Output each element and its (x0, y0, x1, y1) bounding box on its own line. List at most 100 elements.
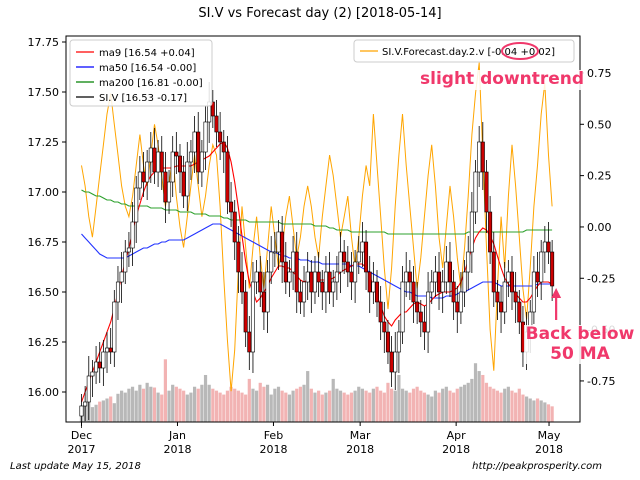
candle-body (531, 271, 536, 313)
volume-bar (298, 386, 302, 422)
volume-bar (287, 394, 292, 422)
candle-body (499, 301, 504, 313)
candle-body (400, 281, 405, 333)
candle-body (229, 201, 234, 213)
volume-bar (335, 388, 339, 422)
volume-bar (338, 390, 343, 422)
candle-body (240, 271, 245, 293)
volume-bar (112, 403, 116, 422)
candle-body (517, 301, 522, 323)
volume-bar (123, 392, 127, 422)
volume-bar (317, 390, 321, 422)
volume-bar (331, 378, 335, 422)
candle-body (418, 311, 423, 323)
volume-bar (284, 392, 288, 422)
volume-bar (160, 394, 164, 422)
candle-body (94, 361, 99, 373)
candle-body (159, 151, 164, 173)
y-right-tick-label: 0.50 (587, 118, 612, 131)
candle-body (119, 271, 124, 283)
volume-bar (477, 371, 481, 422)
candle-body (269, 251, 274, 273)
volume-bar (441, 388, 445, 422)
volume-bar (295, 388, 299, 422)
candle-body (491, 251, 496, 293)
y-left-tick-label: 16.00 (28, 386, 60, 399)
volume-bar (182, 390, 186, 422)
volume-bar (415, 386, 419, 422)
volume-bar (419, 390, 423, 422)
volume-bar (459, 386, 463, 422)
volume-bar (258, 382, 262, 422)
volume-bar (273, 388, 277, 422)
volume-bar (411, 388, 416, 422)
candle-body (447, 261, 452, 283)
candle-body (411, 281, 416, 303)
volume-bar (473, 363, 478, 422)
y-left-tick-label: 17.00 (28, 186, 60, 199)
volume-bar (233, 388, 237, 422)
candle-body (134, 187, 139, 223)
volume-bar (291, 390, 295, 422)
x-tick-label: Mar (350, 429, 371, 442)
candle-body (371, 281, 376, 293)
candle-body (152, 147, 157, 173)
candle-body (221, 141, 226, 153)
volume-bar (269, 394, 273, 422)
volume-bar (426, 394, 430, 422)
candle-body (137, 171, 142, 189)
candle-body (283, 261, 288, 283)
volume-bar (105, 398, 109, 422)
volume-bar (324, 392, 328, 422)
candle-body (148, 147, 153, 163)
candle-body (185, 161, 190, 197)
candle-body (309, 271, 314, 293)
candle-body (404, 271, 409, 283)
candle-body (272, 251, 277, 254)
volume-bar (152, 387, 157, 422)
candle-body (444, 261, 449, 283)
volume-bar (400, 388, 405, 422)
candle-body (367, 271, 372, 293)
candle-body (83, 401, 88, 407)
candle-body (320, 281, 325, 293)
volume-bar (98, 401, 102, 422)
candle-body (196, 131, 201, 173)
volume-bar (517, 388, 521, 422)
candle-body (345, 261, 350, 273)
volume-bar (397, 374, 401, 422)
candle-body (250, 281, 255, 353)
volume-bar (156, 392, 160, 422)
candle-body (258, 271, 263, 293)
candle-body (225, 151, 230, 203)
candle-body (506, 271, 511, 283)
volume-bar (393, 390, 397, 422)
volume-bar (178, 388, 182, 422)
volume-bar (265, 384, 270, 422)
candle-body (254, 271, 259, 283)
volume-bar (313, 392, 317, 422)
annotation-slight-downtrend: slight downtrend (420, 69, 585, 90)
plot-frame (65, 35, 581, 423)
candle-body (382, 321, 387, 333)
volume-bar (444, 386, 448, 422)
volume-bar (368, 392, 372, 422)
volume-bar (320, 394, 324, 422)
candle-body (378, 301, 383, 323)
candle-body (407, 271, 412, 283)
volume-bar (382, 392, 386, 422)
candle-body (327, 271, 332, 293)
candle-body (495, 291, 500, 303)
candle-body (145, 161, 150, 183)
x-tick-label: Apr (447, 429, 467, 442)
candle-body (192, 131, 197, 153)
candle-body (415, 301, 420, 313)
volume-bar (433, 390, 437, 422)
x-tick-label: 2018 (442, 443, 470, 456)
volume-bar (422, 392, 427, 422)
volume-bar (481, 374, 485, 422)
candle-body (97, 361, 102, 369)
volume-bar (280, 390, 284, 422)
candle-body (156, 151, 161, 173)
